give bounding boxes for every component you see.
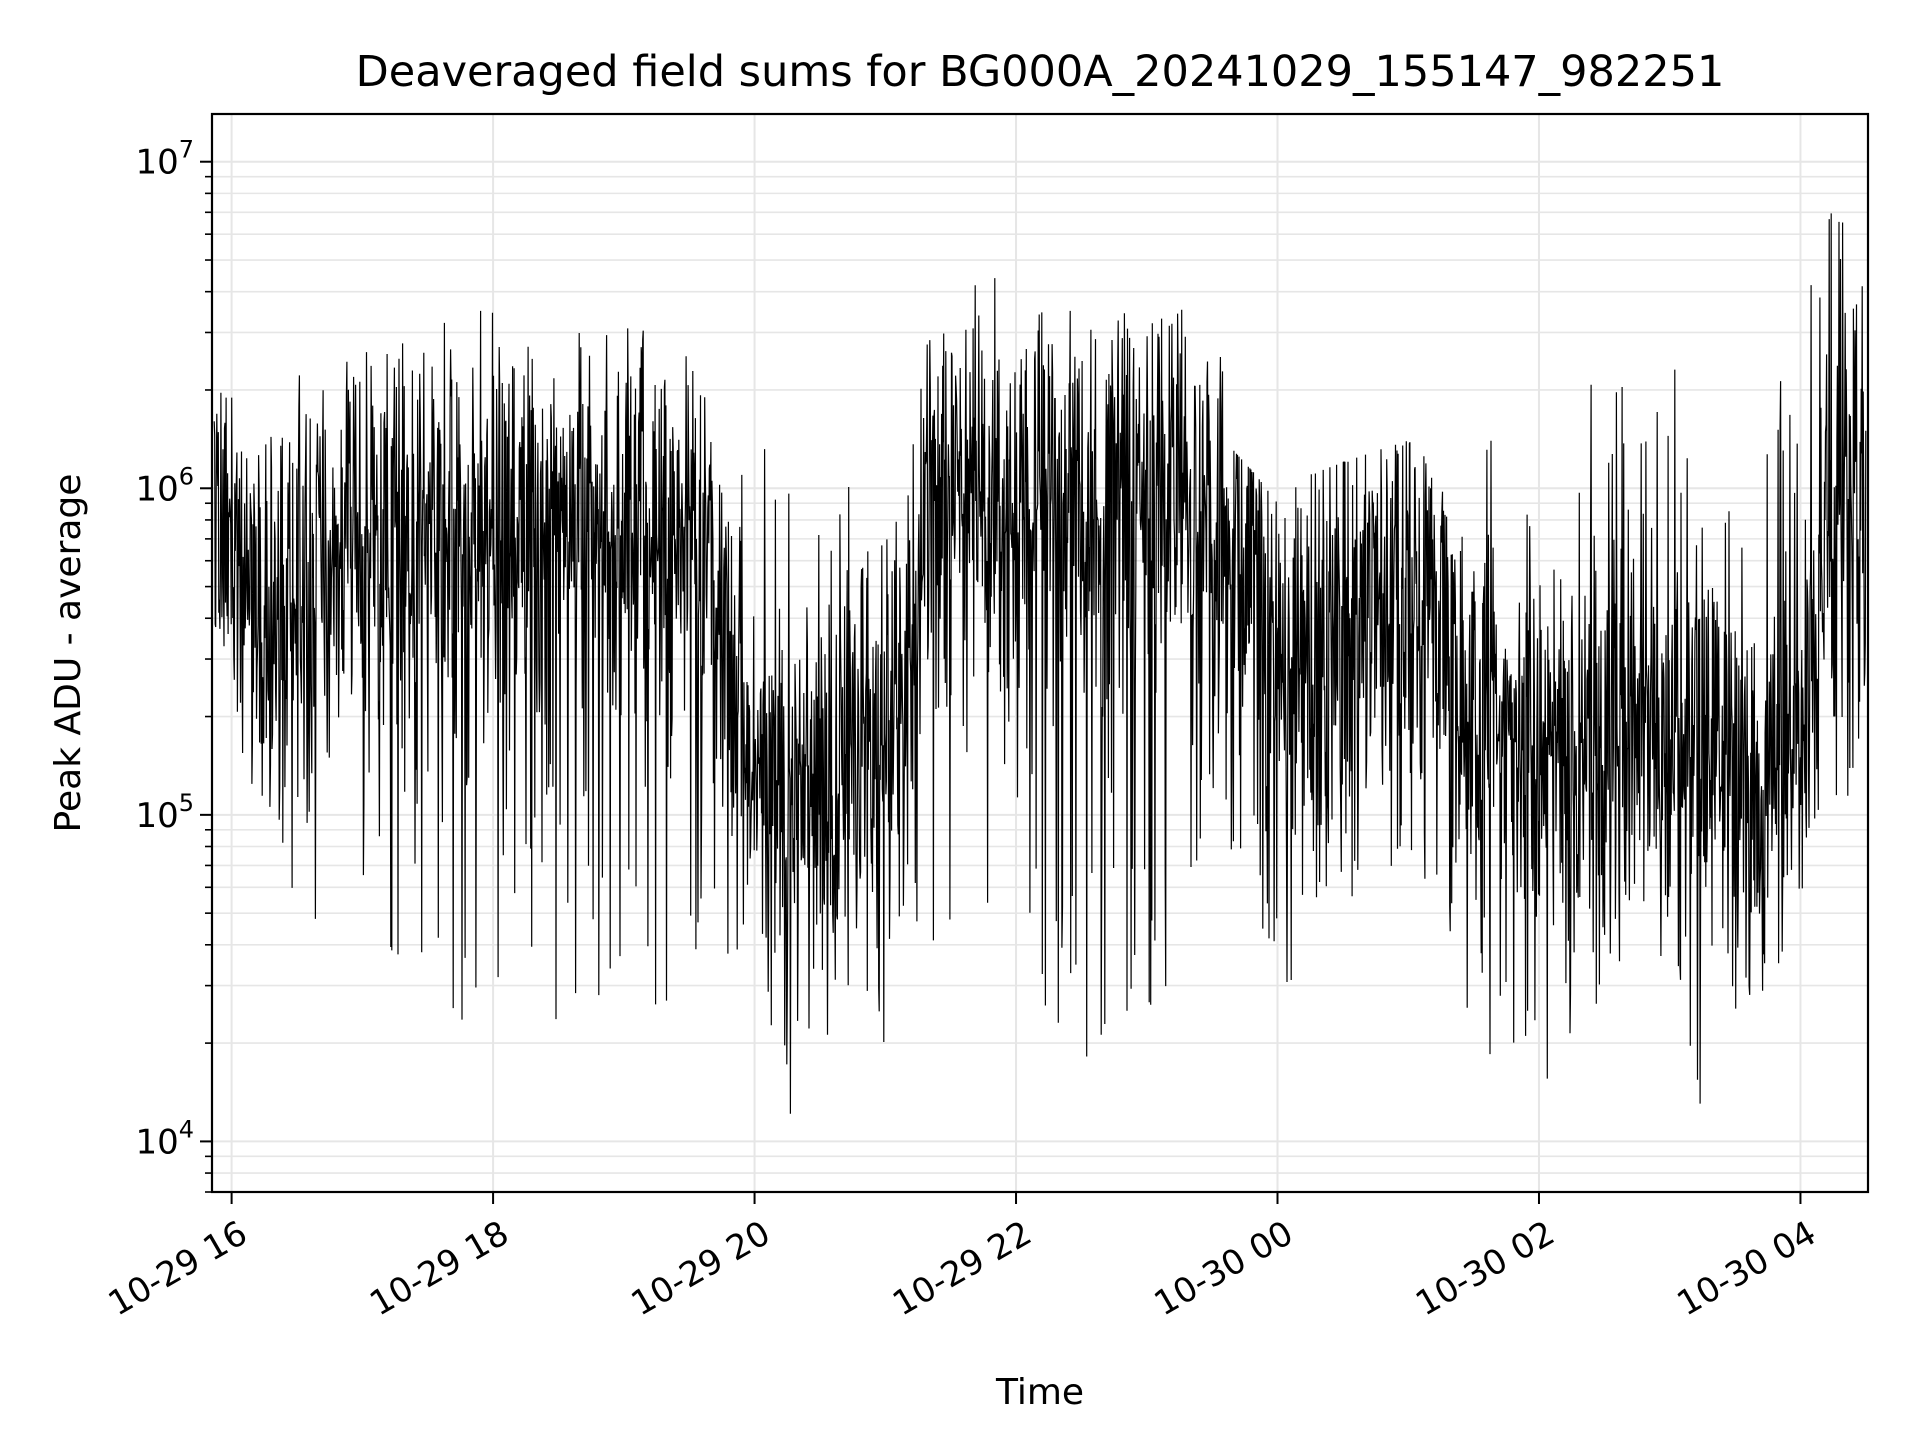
x-tick-label: 10-29 16 <box>102 1213 254 1324</box>
y-axis-label: Peak ADU - average <box>48 474 89 833</box>
x-tick-label: 10-30 04 <box>1671 1213 1823 1324</box>
x-tick-label: 10-29 22 <box>886 1213 1038 1324</box>
y-tick-label: 107 <box>135 136 194 183</box>
x-tick-label: 10-30 02 <box>1409 1213 1561 1324</box>
x-axis-label: Time <box>995 1372 1084 1413</box>
y-tick-label: 105 <box>135 789 194 836</box>
y-tick-label: 106 <box>135 462 194 509</box>
y-axis: 104 105 106 107 <box>135 136 212 1193</box>
chart-title: Deaveraged field sums for BG000A_2024102… <box>356 47 1725 97</box>
plot-area-frame <box>210 112 1870 1194</box>
y-tick-label: 104 <box>135 1115 194 1162</box>
series-line <box>213 213 1867 1114</box>
data-series <box>213 213 1867 1114</box>
x-tick-label: 10-29 18 <box>363 1213 515 1324</box>
x-tick-label: 10-30 00 <box>1148 1213 1300 1324</box>
x-tick-label: 10-29 20 <box>625 1213 777 1324</box>
x-axis: 10-29 16 10-29 18 10-29 20 10-29 22 10-30 00… <box>102 1192 1823 1324</box>
